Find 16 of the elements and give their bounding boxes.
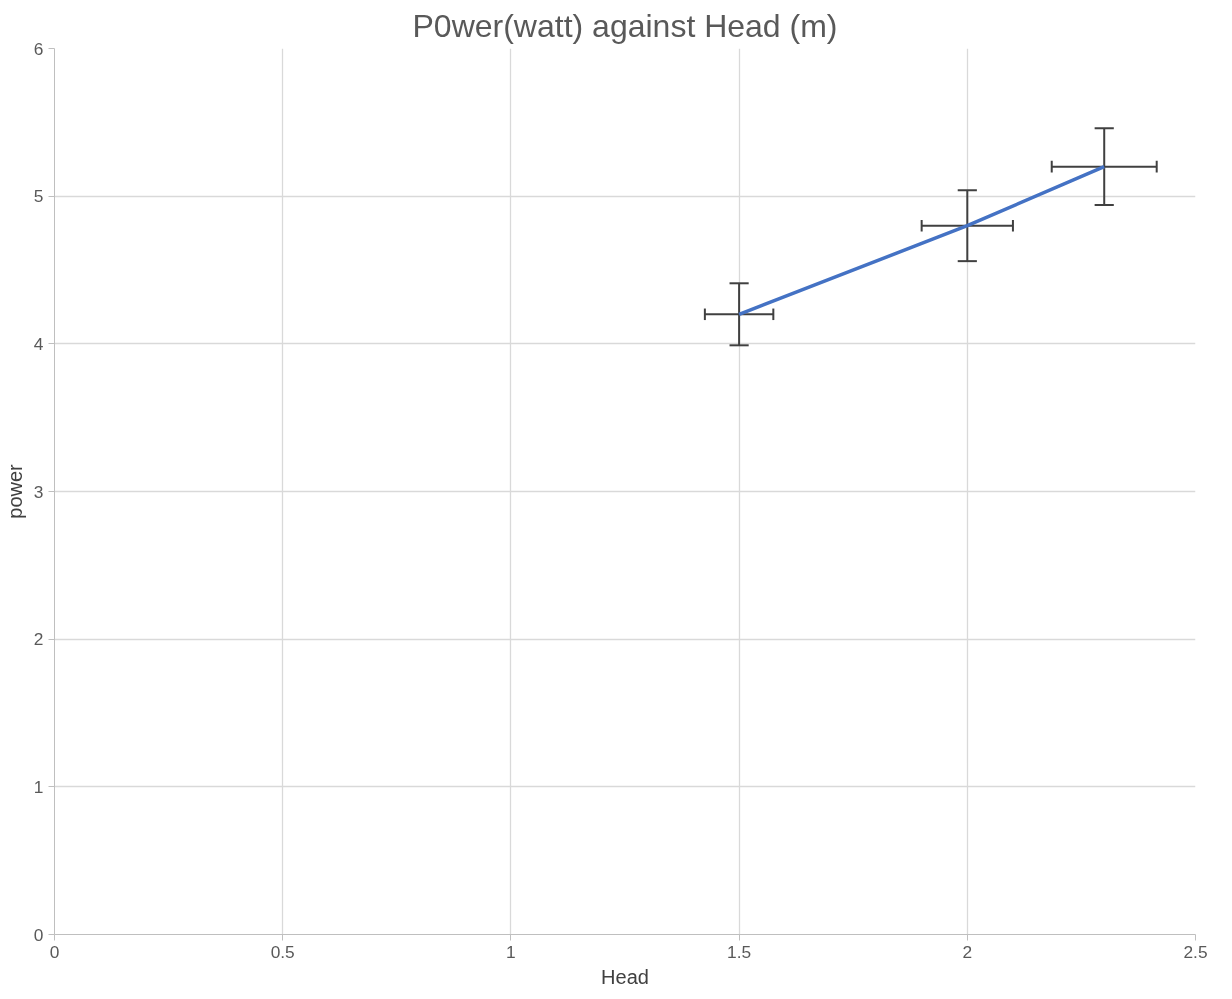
y-tick-label: 3: [33, 481, 44, 502]
x-tick-label: 0.5: [270, 941, 295, 962]
y-tick-label: 4: [33, 333, 44, 354]
y-tick-label: 2: [33, 629, 44, 650]
x-tick-label: 0: [49, 941, 60, 962]
y-tick-label: 5: [33, 186, 44, 207]
y-axis-title: power: [3, 463, 26, 519]
chart-title: P0wer(watt) against Head (m): [412, 7, 838, 44]
x-tick-label: 2.5: [1183, 941, 1208, 962]
y-tick-label: 6: [33, 38, 44, 59]
x-tick-label: 2: [962, 941, 973, 962]
x-tick-label: 1.5: [727, 941, 752, 962]
y-tick-label: 1: [33, 776, 44, 797]
y-tick-label: 0: [33, 924, 44, 945]
x-tick-label: 1: [506, 941, 516, 962]
x-axis-title: Head: [601, 965, 649, 988]
